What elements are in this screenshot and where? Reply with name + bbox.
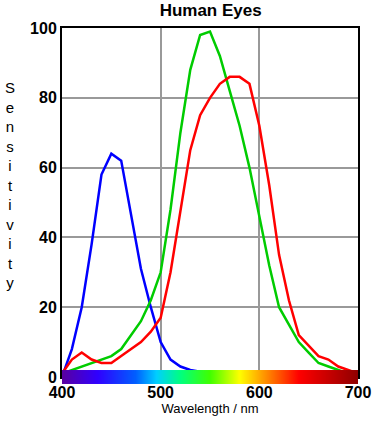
svg-text:Human Eyes: Human Eyes [160,1,262,20]
svg-text:60: 60 [39,159,57,176]
svg-text:400: 400 [49,384,76,401]
svg-text:Sensitivity: Sensitivity [5,79,15,291]
svg-text:Wavelength / nm: Wavelength / nm [161,401,258,416]
svg-text:80: 80 [39,89,57,106]
svg-text:100: 100 [30,20,57,37]
svg-text:600: 600 [246,384,273,401]
svg-text:700: 700 [345,384,372,401]
svg-text:40: 40 [39,229,57,246]
svg-text:20: 20 [39,299,57,316]
svg-text:0: 0 [48,369,57,386]
svg-text:500: 500 [147,384,174,401]
